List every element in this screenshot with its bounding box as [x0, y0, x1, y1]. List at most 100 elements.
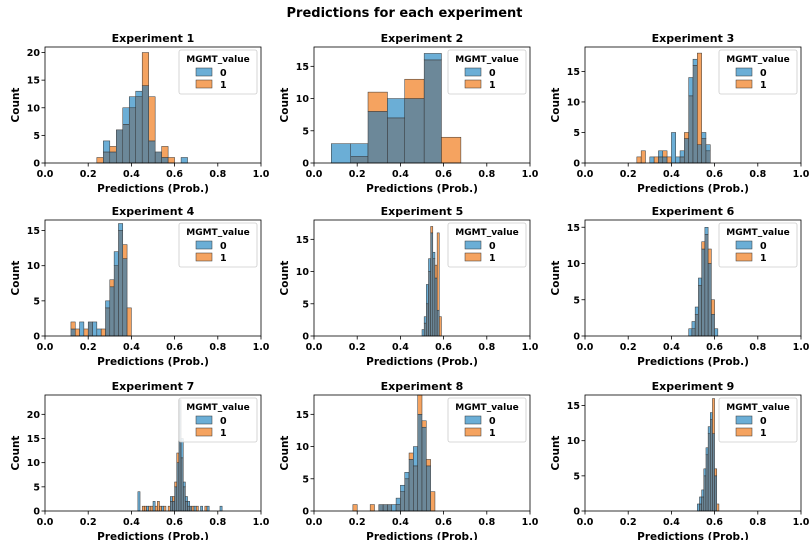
x-axis-label: Predictions (Prob.)	[97, 183, 209, 195]
y-tick-label: 15	[27, 76, 40, 87]
bar-series-1	[141, 505, 145, 512]
y-tick-label: 10	[296, 442, 310, 453]
x-tick-label: 0.0	[577, 517, 594, 528]
bar-series-1	[174, 481, 178, 488]
y-tick-label: 5	[302, 299, 309, 310]
legend-swatch-0	[735, 240, 753, 250]
histogram-bar	[704, 227, 709, 337]
y-tick-label: 0	[33, 159, 40, 170]
histogram-bar	[701, 132, 707, 164]
bar-overlap	[417, 414, 423, 512]
histogram-bar	[413, 446, 418, 512]
histogram-bar	[126, 307, 132, 337]
bar-overlap	[705, 454, 709, 512]
x-tick-label: 0.8	[209, 169, 226, 180]
x-tick-label: 0.4	[663, 342, 680, 353]
subplot-title: Experiment 5	[381, 205, 464, 218]
x-tick-label: 0.6	[166, 517, 183, 528]
bar-series-1	[684, 132, 689, 139]
bar-overlap	[701, 248, 706, 337]
bar-overlap	[148, 140, 156, 164]
bar-series-0	[423, 316, 427, 324]
histogram-bar	[436, 232, 440, 337]
histogram-bar	[692, 58, 698, 164]
legend: MGMT_value 01	[178, 397, 258, 443]
y-tick-label: 0	[573, 507, 580, 518]
bar-overlap	[176, 462, 180, 512]
histogram-bar	[421, 420, 427, 512]
bar-series-1	[172, 496, 175, 502]
x-tick-label: 0.6	[435, 169, 452, 180]
histogram-bar	[141, 52, 149, 164]
axes-frame	[584, 46, 802, 164]
histogram-bar	[187, 501, 190, 512]
y-tick-label: 10	[27, 103, 41, 114]
histogram-bar	[404, 472, 410, 512]
bar-series-1	[369, 504, 375, 512]
histogram-bar	[701, 241, 706, 337]
axes-frame	[44, 46, 262, 164]
bar-overlap	[701, 138, 707, 164]
bar-overlap	[711, 314, 715, 337]
y-tick-label: 10	[27, 261, 41, 272]
bar-series-1	[167, 505, 171, 512]
bar-series-1	[430, 226, 434, 234]
bar-series-1	[666, 156, 672, 164]
axes-frame	[584, 219, 802, 337]
x-tick-label: 0.8	[749, 169, 766, 180]
bar-overlap	[707, 433, 711, 512]
bar-overlap	[154, 151, 162, 164]
histogram-bar	[688, 77, 694, 164]
legend-swatch-1	[735, 252, 753, 262]
x-tick-label: 0.2	[620, 342, 637, 353]
x-tick-label: 0.2	[620, 169, 637, 180]
histogram-bar	[684, 132, 689, 164]
subplot-title: Experiment 9	[652, 380, 735, 393]
histogram-bar	[74, 328, 80, 337]
histogram-bar	[154, 151, 162, 164]
histogram-bar	[79, 321, 85, 337]
x-tick-label: 1.0	[793, 342, 809, 353]
bar-series-1	[716, 503, 720, 512]
bar-overlap	[382, 504, 388, 512]
y-axis-label: Count	[10, 436, 22, 471]
y-tick-label: 15	[27, 226, 40, 237]
bar-series-1	[404, 78, 425, 99]
bar-series-0	[705, 447, 709, 456]
bar-overlap	[180, 457, 184, 512]
x-tick-label: 0.8	[749, 342, 766, 353]
bar-series-1	[191, 505, 195, 512]
bar-overlap	[404, 478, 410, 512]
x-tick-label: 0.6	[706, 517, 723, 528]
bar-overlap	[387, 504, 393, 512]
histogram-bar	[159, 505, 162, 512]
bar-series-0	[146, 505, 149, 512]
bar-series-1	[662, 150, 668, 158]
histogram-bar	[426, 459, 431, 512]
x-tick-label: 0.6	[166, 342, 183, 353]
x-tick-label: 0.2	[620, 517, 637, 528]
legend-label-1: 1	[760, 428, 767, 439]
x-tick-label: 0.0	[306, 517, 323, 528]
bar-series-0	[658, 150, 664, 158]
bar-overlap	[400, 491, 405, 512]
bar-overlap	[70, 328, 76, 337]
histogram-bar	[100, 328, 106, 337]
histogram-bar	[152, 501, 156, 512]
bar-series-0	[193, 505, 197, 512]
x-tick-label: 0.4	[123, 342, 140, 353]
bar-overlap	[684, 138, 689, 164]
histogram-bar	[439, 316, 442, 337]
legend-swatch-0	[195, 240, 213, 250]
y-tick-label: 5	[302, 474, 309, 485]
legend-label-0: 0	[760, 416, 767, 427]
bar-series-0	[703, 468, 707, 477]
bar-series-0	[105, 300, 111, 309]
bar-overlap	[413, 465, 418, 512]
histogram-bar	[432, 251, 436, 337]
histogram-bar	[417, 394, 423, 512]
histogram-bar	[423, 316, 427, 337]
bar-series-0	[161, 505, 165, 512]
